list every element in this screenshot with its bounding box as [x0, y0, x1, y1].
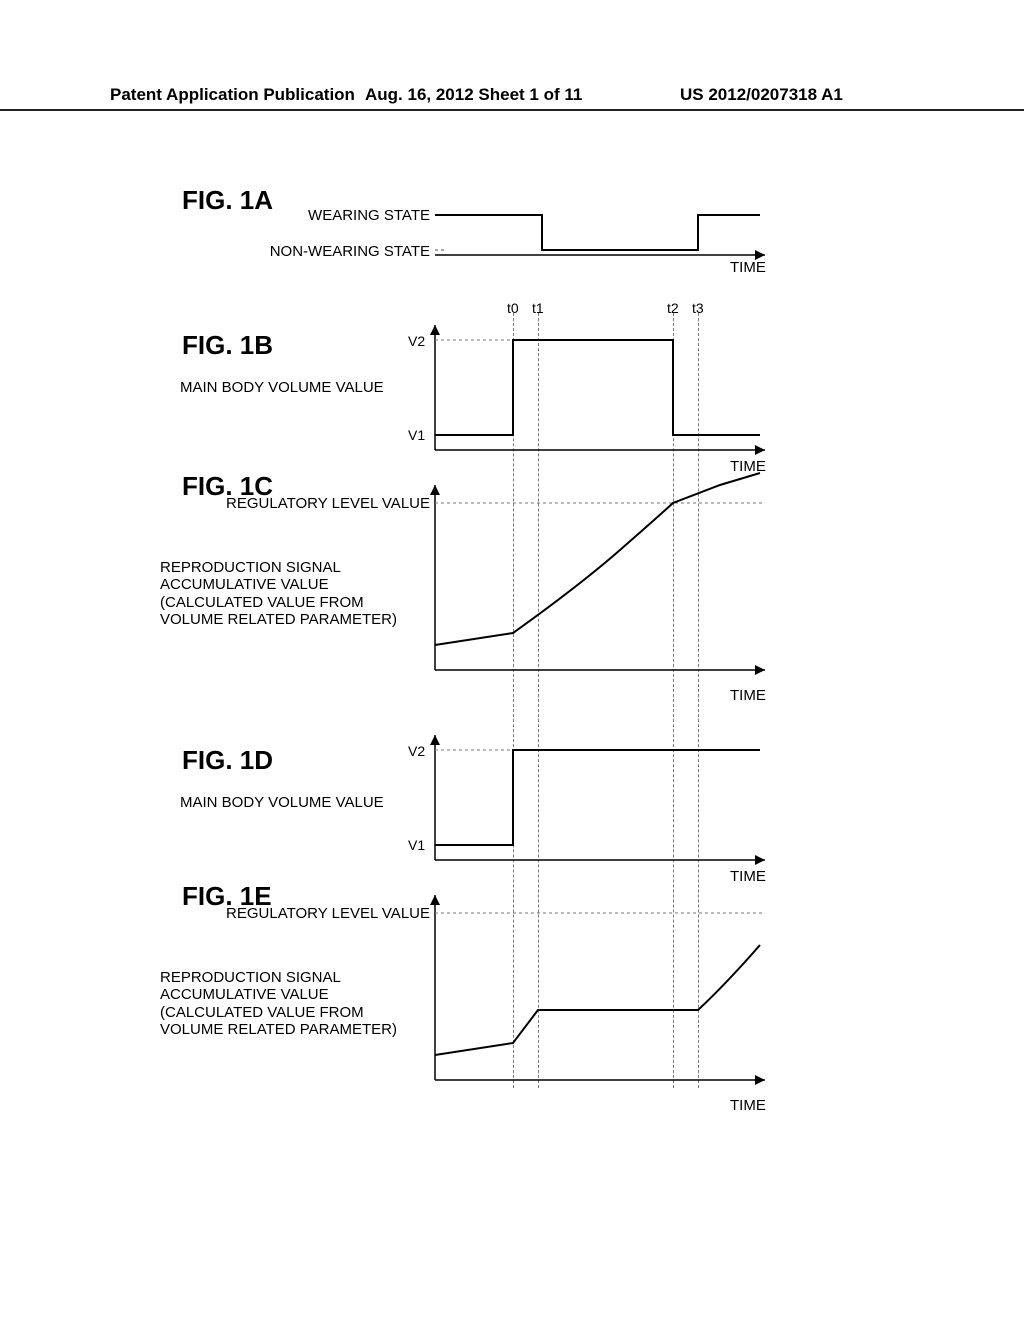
fig-1e-plot — [150, 155, 890, 1120]
header-sheet: Aug. 16, 2012 Sheet 1 of 11 — [365, 85, 582, 105]
header-pubno: US 2012/0207318 A1 — [680, 85, 843, 105]
header-rule — [0, 109, 1024, 111]
header-left: Patent Application Publication — [110, 85, 355, 105]
